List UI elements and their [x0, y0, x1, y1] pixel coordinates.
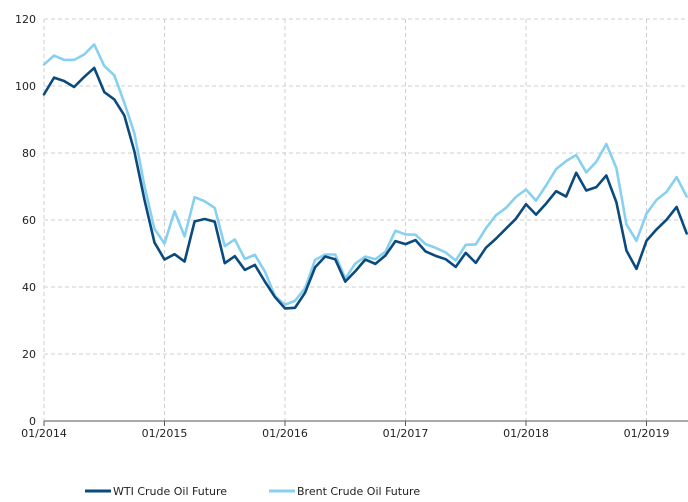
x-tick-label: 01/2019	[624, 427, 670, 440]
x-tick-label: 01/2015	[142, 427, 188, 440]
x-tick-label: 01/2016	[262, 427, 308, 440]
y-tick-label: 100	[15, 80, 36, 93]
y-tick-label: 80	[22, 147, 36, 160]
x-axis-tick-labels: 01/2014 01/2015 01/2016 01/2017 01/2018 01/20…	[21, 421, 669, 440]
y-tick-label: 0	[29, 415, 36, 428]
y-tick-label: 20	[22, 348, 36, 361]
x-tick-label: 01/2018	[503, 427, 549, 440]
series-lines	[42, 43, 688, 310]
legend-label: Brent Crude Oil Future	[297, 485, 420, 498]
y-tick-label: 120	[15, 13, 36, 26]
y-gridlines	[44, 18, 688, 355]
legend-item-0[interactable]: WTI Crude Oil Future	[85, 485, 227, 498]
x-gridlines	[43, 19, 647, 421]
x-tick-label: 01/2017	[383, 427, 429, 440]
y-tick-label: 60	[22, 214, 36, 227]
series-line-0[interactable]	[42, 66, 688, 310]
series-line-1[interactable]	[42, 43, 688, 307]
x-tick-label: 01/2014	[21, 427, 67, 440]
legend[interactable]: WTI Crude Oil Future Brent Crude Oil Futu…	[85, 485, 420, 498]
legend-label: WTI Crude Oil Future	[113, 485, 227, 498]
y-tick-label: 40	[22, 281, 36, 294]
y-axis-tick-labels: 0 20 40 60 80 100 120	[15, 13, 36, 428]
legend-item-1[interactable]: Brent Crude Oil Future	[269, 485, 420, 498]
